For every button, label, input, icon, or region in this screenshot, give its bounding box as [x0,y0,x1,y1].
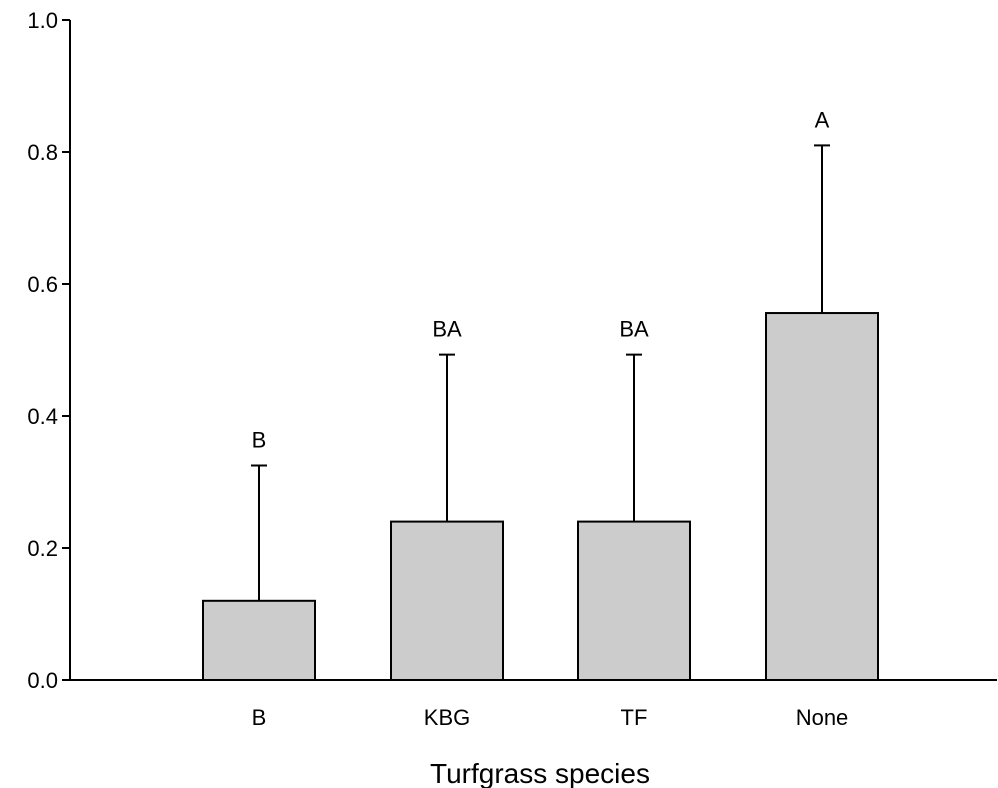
bar-none [765,312,879,681]
y-tick-label: 1.0 [27,8,58,33]
y-tick-label: 0.8 [27,140,58,165]
significance-letter: BA [432,317,462,342]
bar-tf [577,520,691,681]
y-tick-label: 0.4 [27,404,58,429]
significance-letter: BA [619,317,649,342]
x-axis-title: Turfgrass species [430,758,650,788]
bars-layer: B B BA KBG BA TF A None [202,107,879,730]
x-tick-label: None [796,705,849,730]
y-tick-label: 0.2 [27,536,58,561]
significance-letter: A [815,107,830,132]
x-tick-label: TF [621,705,648,730]
x-tick-label: KBG [424,705,470,730]
y-tick-label: 0.6 [27,272,58,297]
bar-kbg [390,520,504,681]
significance-letter: B [252,428,267,453]
y-tick-label: 0.0 [27,668,58,693]
x-tick-label: B [252,705,267,730]
bar-b [202,599,316,681]
